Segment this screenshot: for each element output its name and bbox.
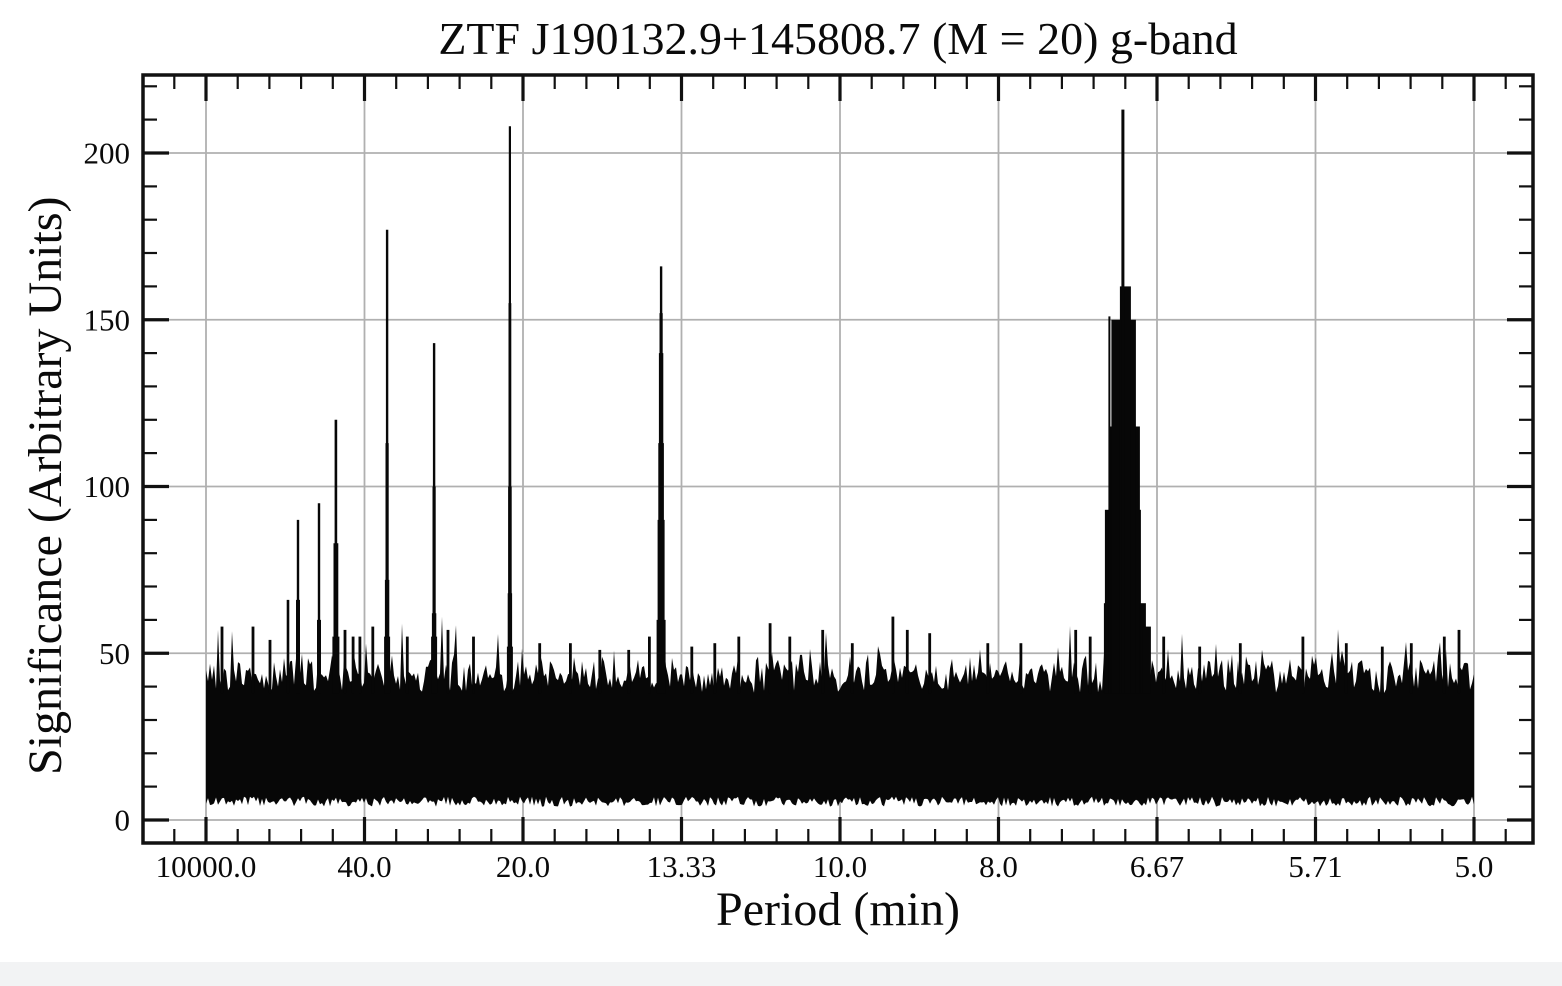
x-tick-label: 40.0 [337, 849, 391, 884]
x-tick-label: 6.67 [1130, 849, 1184, 884]
x-tick-label: 8.0 [979, 849, 1018, 884]
x-tick-label: 20.0 [496, 849, 550, 884]
noise-band-series [206, 616, 1474, 807]
x-tick-label: 13.33 [647, 849, 717, 884]
x-tick-label: 10.0 [813, 849, 867, 884]
y-tick-label: 100 [84, 469, 131, 504]
x-tick-labels: 10000.0 40.0 20.0 13.33 10.0 8.0 6.67 5.71 5.0 [156, 849, 1494, 884]
y-tick-label: 150 [84, 302, 131, 337]
x-tick-label: 5.0 [1455, 849, 1494, 884]
y-tick-label: 50 [99, 636, 130, 671]
plot-frame [141, 73, 1535, 845]
peak-series [286, 109, 1151, 694]
x-axis-label: Period (min) [716, 883, 960, 936]
axis-ticks [143, 75, 1533, 843]
footer-strip [0, 962, 1562, 986]
x-tick-label: 10000.0 [156, 849, 257, 884]
y-tick-labels: 0 50 100 150 200 [84, 136, 131, 838]
x-tick-label: 5.71 [1288, 849, 1342, 884]
y-tick-label: 0 [115, 803, 131, 838]
plot-title: ZTF J190132.9+145808.7 (M = 20) g-band [438, 13, 1238, 64]
y-tick-label: 200 [84, 136, 131, 171]
minor-spikes [220, 616, 1461, 694]
